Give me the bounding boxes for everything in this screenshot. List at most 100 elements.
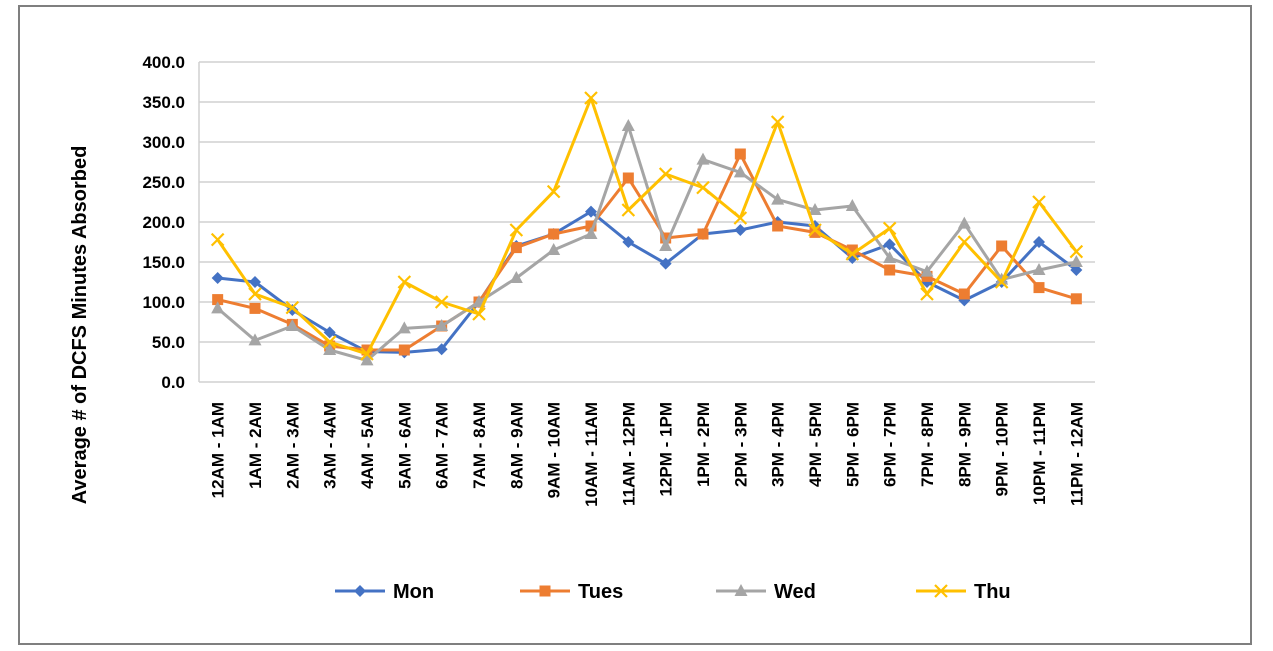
data-point <box>509 271 523 283</box>
y-tick-label: 250.0 <box>142 173 185 192</box>
data-point <box>547 243 561 255</box>
data-point <box>920 264 934 277</box>
line-chart: 0.0 50.0 100.0 150.0 200.0 250.0 300.0 350.0 400… <box>69 53 1095 603</box>
data-point <box>957 216 971 229</box>
x-tick-label: 10PM - 11PM <box>1030 402 1049 505</box>
data-point <box>622 236 635 248</box>
data-point <box>883 238 896 251</box>
data-point <box>546 184 561 199</box>
data-point <box>1070 293 1082 305</box>
data-point <box>957 235 972 249</box>
legend-label: Thu <box>974 581 1011 603</box>
data-point <box>354 585 366 597</box>
x-tick-label: 3AM - 4AM <box>321 402 340 489</box>
data-point <box>845 199 859 211</box>
x-tick-label: 1PM - 2PM <box>694 402 713 487</box>
data-point <box>509 223 524 237</box>
data-point <box>360 353 374 366</box>
data-point <box>361 344 373 356</box>
data-point <box>1069 244 1084 259</box>
data-point <box>285 300 300 315</box>
legend-item-tues: Tues <box>520 581 623 603</box>
series-wed <box>211 119 1083 366</box>
series-line <box>216 96 1078 356</box>
y-tick-label: 150.0 <box>142 253 185 272</box>
data-point <box>934 584 948 598</box>
data-point <box>323 326 336 339</box>
x-tick-label: 12AM - 1AM <box>209 402 228 498</box>
data-point <box>539 585 551 597</box>
x-tick-label: 1AM - 2AM <box>246 402 265 489</box>
data-point <box>248 333 262 346</box>
data-point <box>584 91 598 105</box>
data-point <box>845 247 860 261</box>
data-point <box>920 287 934 301</box>
y-axis-label: Average # of DCFS Minutes Absorbed <box>69 146 91 505</box>
series-mon <box>211 205 1083 359</box>
x-tick-label: 2PM - 3PM <box>731 402 750 487</box>
data-point <box>734 148 746 160</box>
x-tick-label: 9AM - 10AM <box>545 402 564 498</box>
data-point <box>1033 282 1045 294</box>
data-point <box>733 165 747 178</box>
data-point <box>249 302 261 314</box>
data-point <box>697 228 709 240</box>
data-point <box>548 228 560 240</box>
legend: Mon Tues Wed Thu <box>335 581 1011 603</box>
x-axis-ticks: 12AM - 1AM 1AM - 2AM 2AM - 3AM 3AM - 4AM 4AM… <box>209 402 1087 507</box>
x-tick-label: 11PM - 12AM <box>1067 402 1086 506</box>
y-tick-label: 50.0 <box>152 333 185 352</box>
data-point <box>397 275 412 289</box>
data-point <box>696 180 710 195</box>
data-point <box>1033 236 1045 248</box>
x-tick-label: 4AM - 5AM <box>358 402 377 489</box>
data-point <box>472 307 486 321</box>
x-tick-label: 12PM - 1PM <box>657 402 676 496</box>
y-tick-label: 0.0 <box>161 373 185 392</box>
data-point <box>658 167 673 181</box>
legend-item-mon: Mon <box>335 581 434 603</box>
x-tick-label: 5PM - 6PM <box>843 402 862 487</box>
legend-label: Wed <box>774 581 816 603</box>
data-point <box>621 203 636 217</box>
data-point <box>733 211 748 225</box>
data-point <box>770 115 785 129</box>
data-point <box>585 205 597 218</box>
data-point <box>1032 263 1046 275</box>
data-point <box>846 244 858 256</box>
y-tick-label: 350.0 <box>142 93 185 112</box>
x-tick-label: 11AM - 12PM <box>619 402 638 506</box>
data-point <box>621 119 635 131</box>
x-tick-label: 7AM - 8AM <box>470 402 489 489</box>
data-point <box>211 301 225 314</box>
data-point <box>510 242 522 254</box>
data-point <box>585 220 597 232</box>
data-point <box>884 264 896 276</box>
data-point <box>434 295 449 309</box>
data-point <box>1032 195 1046 209</box>
data-point <box>882 221 897 236</box>
data-point <box>323 343 337 355</box>
data-point <box>211 272 224 284</box>
data-point <box>360 347 374 361</box>
legend-item-wed: Wed <box>716 581 816 603</box>
data-point <box>622 172 634 184</box>
legend-item-thu: Thu <box>916 581 1011 603</box>
x-tick-label: 5AM - 6AM <box>395 402 414 489</box>
data-point <box>659 239 673 251</box>
data-point <box>996 240 1008 252</box>
data-point <box>696 152 710 165</box>
data-point <box>808 223 822 237</box>
data-point <box>322 335 337 349</box>
data-point <box>210 232 225 247</box>
data-point <box>994 275 1009 289</box>
x-tick-label: 7PM - 8PM <box>918 402 937 487</box>
data-point <box>435 319 449 331</box>
data-point <box>212 294 224 306</box>
x-tick-label: 10AM - 11AM <box>582 402 601 507</box>
series-line <box>217 210 1078 354</box>
y-tick-label: 100.0 <box>142 293 185 312</box>
data-point <box>958 288 970 300</box>
data-point <box>659 257 672 270</box>
data-point <box>249 276 261 288</box>
